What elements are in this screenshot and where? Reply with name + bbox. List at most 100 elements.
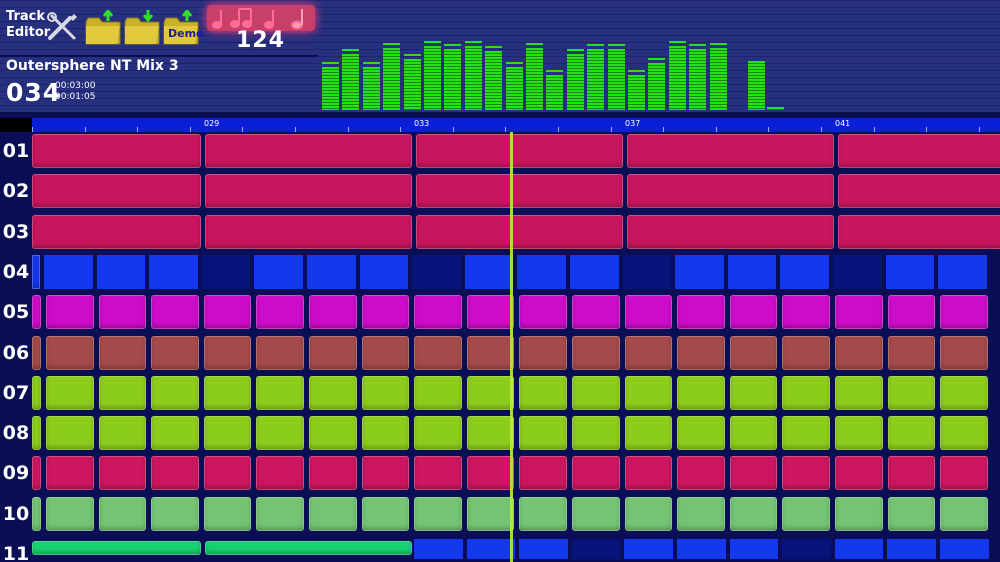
folder-demo-icon[interactable]: Demo <box>162 10 204 46</box>
pattern-clip[interactable] <box>412 255 461 289</box>
pattern-clip[interactable] <box>835 416 883 450</box>
pattern-clip[interactable] <box>309 336 357 370</box>
pattern-clip[interactable] <box>32 336 41 370</box>
pattern-clip[interactable] <box>32 215 201 249</box>
pattern-clip[interactable] <box>727 255 777 289</box>
pattern-clip[interactable] <box>203 295 252 329</box>
pattern-clip[interactable] <box>887 295 936 329</box>
pattern-clip[interactable] <box>729 497 778 531</box>
pattern-clip[interactable] <box>256 456 304 490</box>
pattern-clip[interactable] <box>624 376 673 410</box>
pattern-clip[interactable] <box>98 336 147 370</box>
pattern-clip[interactable] <box>414 456 462 490</box>
folder-save-icon[interactable] <box>123 10 161 46</box>
pattern-clip[interactable] <box>309 376 357 410</box>
track-lane[interactable] <box>32 535 1000 562</box>
track-label[interactable]: 07 <box>2 382 30 404</box>
pattern-clip[interactable] <box>32 134 201 168</box>
pattern-clip[interactable] <box>414 416 462 450</box>
track-label[interactable]: 08 <box>2 422 30 444</box>
pattern-clip[interactable] <box>782 295 830 329</box>
pattern-clip[interactable] <box>517 255 566 289</box>
pattern-clip[interactable] <box>46 416 94 450</box>
track-label[interactable]: 03 <box>2 221 30 243</box>
pattern-clip[interactable] <box>572 376 620 410</box>
track-lane[interactable] <box>32 213 1000 251</box>
pattern-clip[interactable] <box>519 295 567 329</box>
pattern-clip[interactable] <box>46 456 94 490</box>
pattern-clip[interactable] <box>677 376 725 410</box>
pattern-clip[interactable] <box>46 376 94 410</box>
track-label[interactable]: 10 <box>2 503 30 525</box>
pattern-clip[interactable] <box>519 336 567 370</box>
pattern-clip[interactable] <box>519 456 567 490</box>
pattern-clip[interactable] <box>256 295 304 329</box>
pattern-clip[interactable] <box>359 255 409 289</box>
pattern-clip[interactable] <box>309 295 357 329</box>
pattern-clip[interactable] <box>624 456 673 490</box>
pattern-clip[interactable] <box>519 497 567 531</box>
pattern-clip[interactable] <box>729 295 778 329</box>
pattern-clip[interactable] <box>203 456 252 490</box>
pattern-clip[interactable] <box>149 255 198 289</box>
pattern-clip[interactable] <box>151 497 199 531</box>
pattern-clip[interactable] <box>361 456 410 490</box>
pattern-clip[interactable] <box>838 174 1000 208</box>
track-lane[interactable] <box>32 293 1000 331</box>
pattern-clip[interactable] <box>677 416 725 450</box>
pattern-clip[interactable] <box>838 134 1000 168</box>
pattern-clip[interactable] <box>887 456 936 490</box>
pattern-clip[interactable] <box>571 539 621 559</box>
pattern-clip[interactable] <box>414 295 462 329</box>
pattern-clip[interactable] <box>834 539 884 559</box>
pattern-clip[interactable] <box>46 497 94 531</box>
pattern-clip[interactable] <box>782 539 831 559</box>
pattern-clip[interactable] <box>151 416 199 450</box>
pattern-clip[interactable] <box>46 295 94 329</box>
pattern-clip[interactable] <box>44 255 93 289</box>
pattern-clip[interactable] <box>205 215 412 249</box>
pattern-clip[interactable] <box>151 295 199 329</box>
pattern-clip[interactable] <box>151 376 199 410</box>
pattern-clip[interactable] <box>361 497 410 531</box>
pattern-clip[interactable] <box>570 255 619 289</box>
pattern-clip[interactable] <box>205 541 412 555</box>
pattern-clip[interactable] <box>203 497 252 531</box>
track-lane[interactable] <box>32 253 1000 291</box>
pattern-clip[interactable] <box>729 336 778 370</box>
pattern-clip[interactable] <box>256 416 304 450</box>
pattern-clip[interactable] <box>32 376 41 410</box>
pattern-clip[interactable] <box>940 456 988 490</box>
pattern-clip[interactable] <box>32 456 41 490</box>
pattern-clip[interactable] <box>203 376 252 410</box>
pattern-clip[interactable] <box>627 215 834 249</box>
pattern-clip[interactable] <box>624 539 673 559</box>
pattern-clip[interactable] <box>940 416 988 450</box>
pattern-clip[interactable] <box>835 456 883 490</box>
pattern-clip[interactable] <box>782 416 830 450</box>
pattern-clip[interactable] <box>466 456 515 490</box>
pattern-clip[interactable] <box>466 376 515 410</box>
folder-open-icon[interactable] <box>84 8 122 46</box>
pattern-clip[interactable] <box>256 376 304 410</box>
pattern-clip[interactable] <box>519 416 567 450</box>
pattern-clip[interactable] <box>887 416 936 450</box>
pattern-clip[interactable] <box>98 456 147 490</box>
pattern-clip[interactable] <box>782 497 830 531</box>
pattern-clip[interactable] <box>309 497 357 531</box>
pattern-clip[interactable] <box>256 336 304 370</box>
pattern-clip[interactable] <box>309 456 357 490</box>
pattern-clip[interactable] <box>466 416 515 450</box>
timeline-ruler[interactable]: 029 033 037 041 <box>32 118 1000 132</box>
pattern-clip[interactable] <box>32 541 201 555</box>
track-label[interactable]: 01 <box>2 140 30 162</box>
pattern-clip[interactable] <box>624 416 673 450</box>
pattern-clip[interactable] <box>938 255 987 289</box>
pattern-clip[interactable] <box>780 255 829 289</box>
pattern-clip[interactable] <box>572 295 620 329</box>
pattern-clip[interactable] <box>624 336 673 370</box>
pattern-clip[interactable] <box>729 539 779 559</box>
pattern-clip[interactable] <box>572 456 620 490</box>
pattern-clip[interactable] <box>32 174 201 208</box>
pattern-clip[interactable] <box>466 539 516 559</box>
